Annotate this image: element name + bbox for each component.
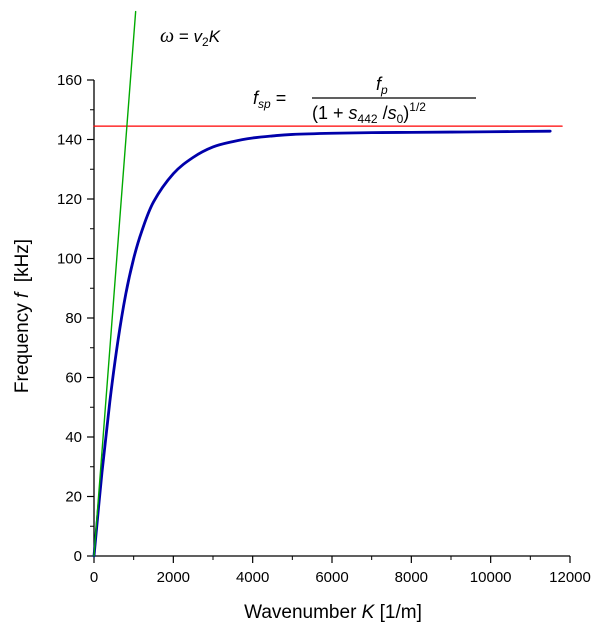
y-tick-label: 100 <box>57 251 82 268</box>
dispersion-curve <box>92 129 552 558</box>
y-tick-label: 20 <box>65 489 82 506</box>
asymptote-denominator: (1 + s442 /s0)1/2 <box>312 100 426 126</box>
y-tick-label: 140 <box>57 132 82 149</box>
y-tick-label: 40 <box>65 429 82 446</box>
x-tick-label: 0 <box>90 569 98 586</box>
x-axis-title: Wavenumber K [1/m] <box>244 602 422 623</box>
y-axis-title: Frequency f [kHz] <box>12 239 33 393</box>
y-tick-label: 60 <box>65 370 82 387</box>
x-tick-label: 2000 <box>157 569 190 586</box>
dispersion-annotation: ω = v2K <box>160 25 221 49</box>
asymptote-numerator: fp <box>376 74 388 97</box>
y-tick-label: 0 <box>74 548 82 565</box>
x-tick-label: 12000 <box>549 569 591 586</box>
y-tick-label: 80 <box>65 310 82 327</box>
y-tick-label: 160 <box>57 72 82 89</box>
asymptote-annotation: fsp = fp (1 + s442 /s0)1/2 <box>253 74 476 126</box>
x-tick-label: 8000 <box>395 569 428 586</box>
y-tick-label: 120 <box>57 191 82 208</box>
x-tick-label: 4000 <box>236 569 269 586</box>
axes: 0 20 40 60 80 100 120 140 160 0 2000 4000 6000 8000 10… <box>57 72 591 586</box>
linear-dispersion-line <box>93 10 137 557</box>
x-tick-label: 6000 <box>315 569 348 586</box>
x-tick-label: 10000 <box>470 569 512 586</box>
series-layer <box>92 10 563 558</box>
asymptote-lhs: fsp = <box>253 88 286 111</box>
